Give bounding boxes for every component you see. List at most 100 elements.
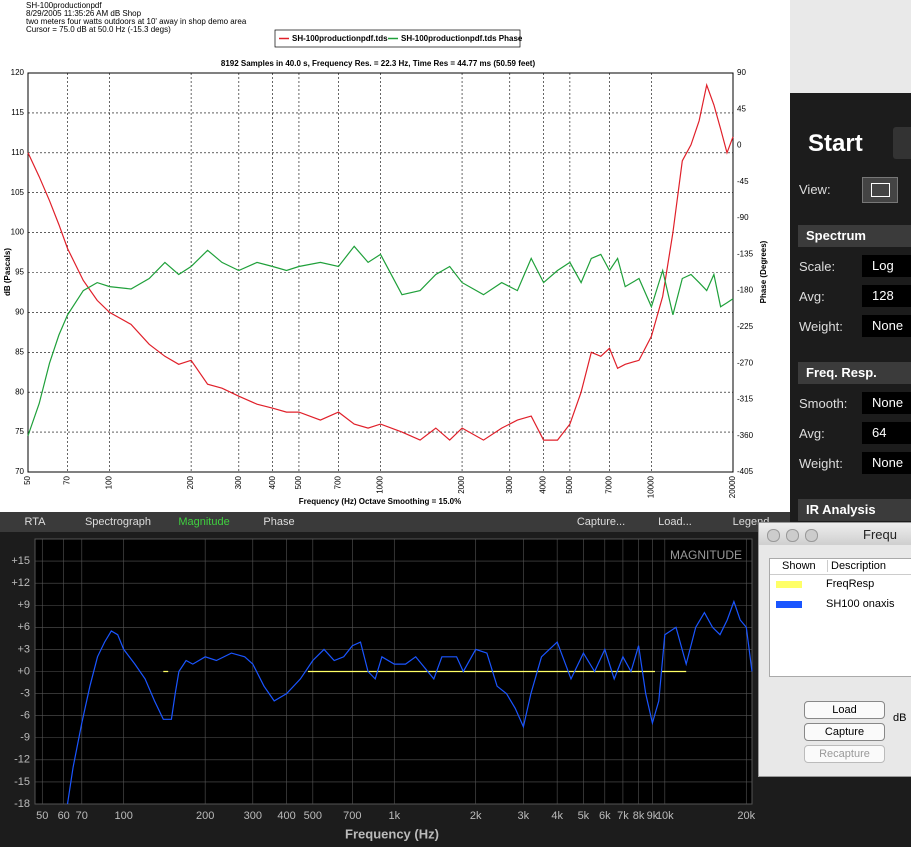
x-tick-label: 400	[277, 810, 295, 822]
y-tick-label: +15	[11, 555, 30, 567]
view-label: View:	[799, 182, 831, 197]
zoom-button[interactable]	[805, 529, 818, 542]
column-header[interactable]: Description	[827, 560, 886, 572]
header-text: Cursor = 75.0 dB at 50.0 Hz (-15.3 degs)	[26, 25, 171, 34]
y-tick-label: 120	[11, 68, 25, 77]
x-tick-label: 200	[186, 475, 195, 489]
y-tick-label: 115	[11, 108, 24, 117]
y-tick-label: 105	[11, 188, 25, 197]
legend-swatch[interactable]	[776, 581, 802, 588]
column-header[interactable]: Shown	[782, 560, 816, 572]
x-tick-label: 50	[23, 475, 32, 484]
x-tick-label: 300	[234, 475, 243, 489]
y-tick-label: 110	[11, 148, 24, 157]
tab[interactable]: RTA	[24, 516, 46, 528]
y2-tick-label: 45	[737, 104, 746, 113]
chart-title: 8192 Samples in 40.0 s, Frequency Res. =…	[221, 59, 536, 68]
header-text: two meters four watts outdoors at 10' aw…	[26, 17, 247, 26]
field-value[interactable]: None	[862, 392, 911, 414]
section-header[interactable]: Spectrum	[798, 225, 911, 247]
tab[interactable]: Capture...	[576, 516, 626, 528]
minimize-button[interactable]	[786, 529, 799, 542]
button[interactable]: Capture	[804, 723, 885, 741]
tab[interactable]: Load...	[658, 516, 692, 528]
field-value[interactable]: 128	[862, 285, 911, 307]
field-label: Weight:	[799, 456, 843, 471]
x-tick-label: 500	[304, 810, 322, 822]
x-tick-label: 60	[58, 810, 70, 822]
start-button[interactable]: Start	[808, 130, 863, 157]
close-button[interactable]	[767, 529, 780, 542]
window-chrome	[790, 0, 911, 93]
header-text: SH-100productionpdf	[26, 1, 102, 10]
x-tick-label: 1000	[376, 475, 385, 493]
x-tick-label: 1k	[388, 810, 400, 822]
series-line	[27, 245, 734, 436]
x-tick-label: 200	[196, 810, 214, 822]
x-tick-label: 3k	[518, 810, 530, 822]
x-tick-label: 5000	[565, 475, 574, 493]
x-tick-label: 700	[343, 810, 361, 822]
x-tick-label: 9k	[647, 810, 659, 822]
tab-bar	[0, 512, 790, 532]
y2-tick-label: -360	[737, 431, 754, 440]
y2-tick-label: -90	[737, 213, 749, 222]
y2-tick-label: -405	[737, 467, 754, 476]
x-tick-label: 8k	[633, 810, 645, 822]
y2-tick-label: -45	[737, 177, 749, 186]
series-line	[27, 82, 734, 441]
tab[interactable]: Spectrograph	[84, 516, 152, 528]
y-tick-label: +12	[11, 577, 30, 589]
tab[interactable]: Phase	[263, 516, 295, 528]
x-tick-label: 500	[294, 475, 303, 489]
tab-active[interactable]: Magnitude	[178, 516, 230, 528]
unit-label: dB	[893, 712, 907, 724]
y-axis-label: dB (Pascals)	[3, 248, 12, 296]
x-tick-label: 2k	[470, 810, 482, 822]
legend-label: FreqResp	[826, 578, 875, 590]
y2-tick-label: -315	[737, 395, 754, 404]
legend-list: Shown Description FreqResp SH100 onaxis	[769, 558, 911, 677]
field-label: Scale:	[799, 259, 836, 274]
y-tick-label: 100	[11, 228, 25, 237]
y-tick-label: +3	[17, 643, 30, 655]
x-tick-label: 7k	[617, 810, 629, 822]
button[interactable]: Load	[804, 701, 885, 719]
y2-tick-label: -225	[737, 322, 754, 331]
x-tick-label: 300	[244, 810, 262, 822]
y-tick-label: -6	[20, 710, 30, 722]
series-line	[66, 599, 753, 805]
x-tick-label: 10k	[656, 810, 674, 822]
x-tick-label: 5k	[578, 810, 590, 822]
section-header[interactable]: IR Analysis	[798, 499, 911, 521]
legend-swatch[interactable]	[776, 601, 802, 608]
view-icon	[871, 183, 890, 197]
x-tick-label: 400	[268, 475, 277, 489]
annotation: MAGNITUDE	[670, 548, 742, 562]
view-toggle[interactable]	[862, 177, 898, 203]
field-value[interactable]: 64	[862, 422, 911, 444]
y-tick-label: 80	[15, 387, 24, 396]
legend-label: SH-100productionpdf.tds	[292, 34, 388, 43]
button[interactable]: Recapture	[804, 745, 885, 763]
x-tick-label: 70	[63, 475, 72, 484]
y2-tick-label: -135	[737, 249, 754, 258]
field-value[interactable]: Log	[862, 255, 911, 277]
y-tick-label: -9	[20, 732, 30, 744]
y2-axis-label: Phase (Degrees)	[759, 240, 768, 303]
field-value[interactable]: None	[862, 315, 911, 337]
header-text: 8/29/2005 11:35:26 AM dB Shop	[26, 9, 142, 18]
x-axis-label: Frequency (Hz)	[345, 826, 439, 841]
y-tick-label: -18	[14, 798, 30, 810]
y-tick-label: 75	[15, 427, 24, 436]
list-header: Shown Description	[770, 559, 911, 575]
x-tick-label: 6k	[599, 810, 611, 822]
section-header[interactable]: Freq. Resp.	[798, 362, 911, 384]
field-value[interactable]: None	[862, 452, 911, 474]
x-tick-label: 700	[334, 475, 343, 489]
x-tick-label: 20000	[728, 475, 737, 498]
y-tick-label: -15	[14, 776, 30, 788]
x-axis-label: Frequency (Hz) Octave Smoothing = 15.0%	[299, 497, 461, 506]
